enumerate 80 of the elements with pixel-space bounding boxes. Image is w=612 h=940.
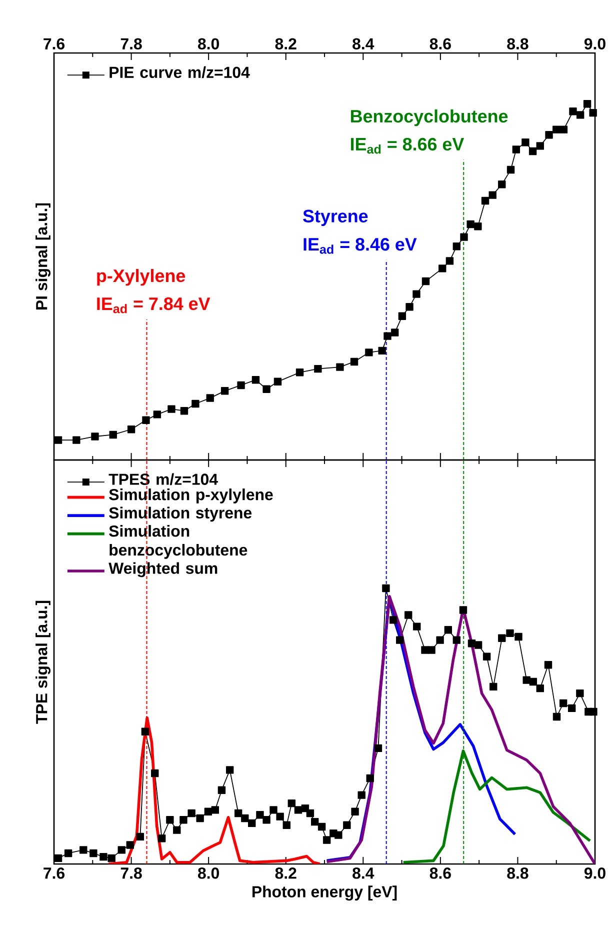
point [180, 407, 188, 415]
annotation: IE$_{ad}$ = 7.84 eV [97, 297, 210, 314]
legend-label: Simulation p-xylylene [109, 488, 273, 504]
point [390, 328, 399, 336]
x-tick-label: 8.0 [198, 868, 219, 879]
point [438, 264, 446, 272]
point [91, 432, 99, 440]
point [583, 100, 592, 108]
point [536, 142, 544, 150]
point [252, 376, 260, 384]
legend-label: Weighted sum [108, 562, 218, 578]
point [274, 378, 282, 386]
point [378, 346, 386, 355]
point [384, 332, 392, 340]
point [512, 146, 520, 154]
x-tick-label: 8.2 [275, 38, 296, 50]
point [481, 196, 490, 205]
point [153, 410, 162, 418]
point [552, 126, 560, 134]
point [296, 368, 304, 376]
legend-label: PIE curve m/z=104 [110, 66, 250, 78]
point [72, 436, 80, 444]
point [560, 126, 568, 134]
x-tick-label: 7.6 [44, 38, 64, 50]
point [237, 381, 245, 390]
x-tick-label: 8.2 [275, 868, 296, 879]
point [365, 348, 373, 356]
point [569, 108, 577, 116]
point [350, 358, 358, 366]
x-tick-label: 7.8 [120, 868, 142, 879]
point [528, 147, 537, 156]
point [336, 363, 344, 371]
x-tick-label: 7.8 [120, 38, 142, 50]
point [192, 400, 200, 408]
x-tick-label: 8.6 [430, 38, 451, 50]
x-tick-label: 9.0 [584, 38, 606, 50]
point [506, 166, 515, 174]
point [422, 277, 430, 286]
point [406, 303, 414, 311]
point [589, 108, 597, 117]
point [262, 385, 270, 393]
point [220, 387, 229, 395]
point [127, 426, 136, 434]
x-tick-label: 8.8 [507, 868, 528, 879]
legend-label: Simulation benzocyclobutene [109, 525, 248, 559]
point [206, 394, 214, 402]
point [446, 257, 454, 265]
point [168, 405, 176, 413]
x-tick-label: 8.0 [198, 38, 219, 50]
annotation: IE$_{ad}$ = 8.66 eV [351, 138, 464, 154]
x-tick-label: 8.4 [352, 868, 374, 879]
point [545, 131, 553, 139]
y-axis-title: PI signal [a.u.] [36, 203, 50, 310]
point [452, 242, 461, 250]
point [142, 416, 150, 424]
point [412, 290, 420, 298]
point [488, 191, 496, 199]
x-axis-title: Photon energy [eV] [252, 886, 397, 901]
x-tick-label: 8.8 [507, 38, 528, 50]
y-axis-title: TPE signal [a.u.] [36, 600, 50, 724]
legend-label: Simulation styrene [109, 506, 252, 522]
x-tick-label: 8.6 [430, 868, 451, 879]
x-tick-label: 9.0 [584, 868, 606, 879]
point [314, 364, 322, 373]
ref-line-label: p-Xylylene [97, 268, 186, 286]
point [576, 111, 584, 119]
ref-line-label: Styrene [303, 210, 368, 226]
annotation: IE$_{ad}$ = 8.46 eV [304, 238, 417, 254]
legend-label: TPES m/z=104 [108, 473, 218, 486]
x-tick-label: 8.4 [352, 38, 374, 50]
point [498, 180, 506, 188]
point [522, 138, 530, 146]
point [466, 220, 474, 228]
x-tick-label: 7.6 [44, 868, 64, 879]
point [474, 222, 482, 230]
ref-line-label: Benzocyclobutene [351, 109, 508, 126]
point [398, 312, 406, 320]
point [109, 430, 117, 439]
point [460, 233, 468, 241]
point [54, 436, 62, 444]
